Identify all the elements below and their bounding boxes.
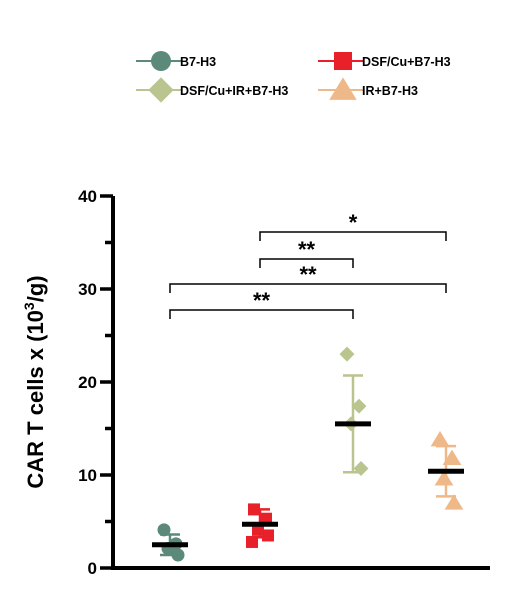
y-axis-label-tail: /g) (23, 275, 48, 302)
series-dsf-cu-ir-b7-h3 (335, 346, 371, 476)
y-axis-label-main: CAR T cells x (10 (23, 310, 48, 489)
significance-bracket: * (259, 210, 447, 241)
data-point (248, 503, 260, 516)
data-point (444, 494, 464, 510)
data-point (260, 512, 272, 525)
data-point (246, 535, 258, 548)
data-point (262, 529, 274, 542)
significance-bracket: ** (259, 237, 354, 268)
data-point (442, 449, 462, 466)
legend-item-dsf-cu-b7-h3: DSF/Cu+B7-H3 (318, 52, 451, 70)
plot-area (152, 346, 464, 562)
bracket-line (169, 283, 447, 293)
bracket-line (259, 231, 447, 241)
significance-label: * (349, 210, 358, 235)
legend-marker (334, 52, 352, 70)
y-tick-label: 0 (88, 559, 97, 578)
data-point (353, 461, 369, 476)
data-point (157, 523, 171, 537)
significance-label: ** (299, 262, 317, 287)
y-tick-label: 40 (78, 187, 97, 206)
series-ir-b7-h3 (428, 431, 464, 510)
data-point (339, 346, 355, 362)
y-tick-label: 10 (78, 466, 97, 485)
y-tick-label: 20 (78, 373, 97, 392)
significance-brackets: ******* (169, 210, 447, 319)
series-dsf-cu-b7-h3 (242, 503, 278, 548)
bracket-line (259, 258, 354, 268)
legend-item-dsf-cu-ir-b7-h3: DSF/Cu+IR+B7-H3 (136, 77, 288, 103)
legend-label: DSF/Cu+IR+B7-H3 (180, 84, 288, 98)
legend: B7-H3 DSF/Cu+B7-H3 DSF/Cu+IR+B7-H3 IR+B7-H3 (136, 51, 451, 103)
y-tick-label: 30 (78, 280, 97, 299)
legend-label: B7-H3 (180, 55, 216, 69)
y-axis-label-superscript: 3 (21, 302, 37, 310)
data-point (351, 398, 367, 414)
significance-bracket: ** (169, 288, 354, 319)
bracket-line (169, 309, 354, 319)
legend-label: DSF/Cu+B7-H3 (362, 55, 451, 69)
data-point (434, 470, 454, 486)
significance-label: ** (298, 237, 316, 262)
y-axis-label: CAR T cells x (103/g) (21, 275, 48, 488)
legend-item-b7-h3: B7-H3 (136, 51, 216, 71)
significance-bracket: ** (169, 262, 447, 293)
data-point (430, 431, 450, 447)
series-b7-h3 (152, 523, 188, 562)
legend-item-ir-b7-h3: IR+B7-H3 (318, 77, 418, 100)
significance-label: ** (253, 288, 271, 313)
legend-marker (148, 77, 174, 103)
data-point (252, 523, 264, 536)
legend-label: IR+B7-H3 (362, 84, 418, 98)
legend-marker (329, 77, 357, 100)
legend-marker (151, 51, 171, 71)
data-point (171, 548, 185, 562)
y-axis: 0 10 20 30 40 (78, 187, 115, 578)
